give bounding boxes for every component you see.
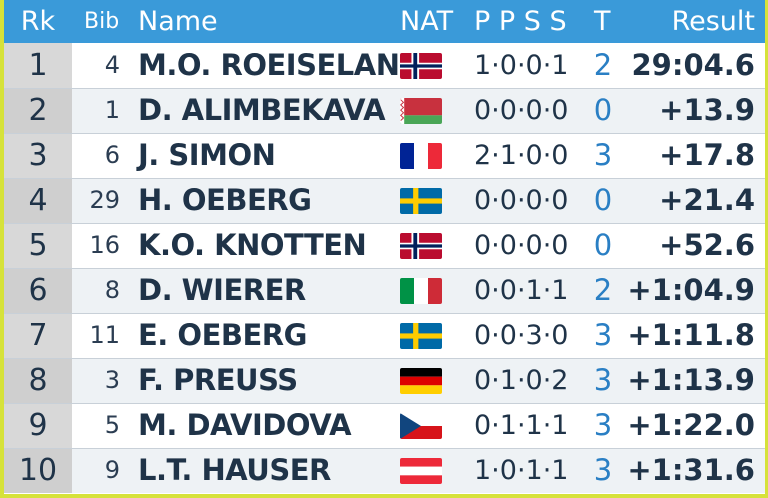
header-result: Result — [671, 6, 755, 37]
header-nat: NAT — [400, 6, 454, 37]
flag-swe-icon — [400, 323, 442, 349]
bib-cell: 4 — [104, 51, 120, 79]
table-row: 2 1 D. ALIMBEKAVA 0·0·0·0 0 +13.9 — [4, 88, 765, 133]
total-penalties-cell: 3 — [593, 363, 613, 397]
table-row: 8 3 F. PREUSS 0·1·0·2 3 +1:13.9 — [4, 358, 765, 403]
penalties-cell: 0·0·0·0 — [474, 185, 569, 216]
penalties-cell: 1·0·1·1 — [474, 455, 569, 486]
bib-cell: 29 — [89, 186, 120, 214]
row-divider — [4, 178, 765, 179]
table-row: 5 16 K.O. KNOTTEN 0·0·0·0 0 +52.6 — [4, 223, 765, 268]
bib-cell: 1 — [104, 96, 120, 124]
row-divider — [4, 133, 765, 134]
rank-cell: 9 — [4, 403, 72, 448]
flag-ger-icon — [400, 368, 442, 394]
table-row: 3 6 J. SIMON 2·1·0·0 3 +17.8 — [4, 133, 765, 178]
flag-swe-icon — [400, 188, 442, 214]
header-penalties: P P S S — [474, 6, 567, 37]
athlete-name: H. OEBERG — [138, 183, 312, 217]
results-board: Rk Bib Name NAT P P S S T Result 1 4 M.O. … — [4, 0, 765, 494]
total-penalties-cell: 3 — [593, 138, 613, 172]
bib-cell: 6 — [104, 141, 120, 169]
athlete-name: E. OEBERG — [138, 318, 307, 352]
penalties-cell: 1·0·0·1 — [474, 50, 569, 81]
athlete-name: K.O. KNOTTEN — [138, 228, 367, 262]
flag-blr-icon — [400, 98, 442, 124]
flag-nor-icon — [400, 233, 442, 259]
bib-cell: 16 — [89, 231, 120, 259]
penalties-cell: 0·0·1·1 — [474, 275, 569, 306]
total-penalties-cell: 2 — [593, 273, 613, 307]
bib-cell: 11 — [89, 321, 120, 349]
row-divider — [4, 223, 765, 224]
table-row: 1 4 M.O. ROEISELAND 1·0·0·1 2 29:04.6 — [4, 43, 765, 88]
table-header: Rk Bib Name NAT P P S S T Result — [4, 0, 765, 43]
header-name: Name — [138, 6, 218, 37]
result-cell: 29:04.6 — [631, 48, 755, 82]
row-divider — [4, 313, 765, 314]
athlete-name: J. SIMON — [138, 138, 276, 172]
penalties-cell: 0·0·0·0 — [474, 230, 569, 261]
result-cell: +1:13.9 — [627, 363, 755, 397]
result-cell: +1:04.9 — [627, 273, 755, 307]
result-cell: +13.9 — [659, 93, 755, 127]
row-divider — [4, 448, 765, 449]
total-penalties-cell: 3 — [593, 453, 613, 487]
row-divider — [4, 268, 765, 269]
result-cell: +52.6 — [659, 228, 755, 262]
athlete-name: D. WIERER — [138, 273, 306, 307]
header-rank: Rk — [20, 6, 56, 37]
flag-ita-icon — [400, 278, 442, 304]
total-penalties-cell: 2 — [593, 48, 613, 82]
bib-cell: 8 — [104, 276, 120, 304]
flag-aut-icon — [400, 458, 442, 484]
rank-cell: 4 — [4, 178, 72, 223]
penalties-cell: 0·1·1·1 — [474, 410, 569, 441]
rank-cell: 8 — [4, 358, 72, 403]
rank-cell: 5 — [4, 223, 72, 268]
row-divider — [4, 403, 765, 404]
result-cell: +17.8 — [659, 138, 755, 172]
table-row: 6 8 D. WIERER 0·0·1·1 2 +1:04.9 — [4, 268, 765, 313]
header-bib: Bib — [84, 9, 120, 34]
penalties-cell: 0·0·3·0 — [474, 320, 569, 351]
table-row: 9 5 M. DAVIDOVA 0·1·1·1 3 +1:22.0 — [4, 403, 765, 448]
rank-cell: 6 — [4, 268, 72, 313]
rank-cell: 2 — [4, 88, 72, 133]
penalties-cell: 2·1·0·0 — [474, 140, 569, 171]
header-total: T — [594, 6, 611, 37]
flag-cze-icon — [400, 413, 442, 439]
total-penalties-cell: 0 — [593, 183, 613, 217]
total-penalties-cell: 3 — [593, 318, 613, 352]
total-penalties-cell: 3 — [593, 408, 613, 442]
flag-nor-icon — [400, 53, 442, 79]
rank-cell: 1 — [4, 43, 72, 88]
flag-fra-icon — [400, 143, 442, 169]
table-row: 7 11 E. OEBERG 0·0·3·0 3 +1:11.8 — [4, 313, 765, 358]
row-divider — [4, 88, 765, 89]
total-penalties-cell: 0 — [593, 228, 613, 262]
athlete-name: M.O. ROEISELAND — [138, 48, 424, 82]
penalties-cell: 0·1·0·2 — [474, 365, 569, 396]
rank-cell: 3 — [4, 133, 72, 178]
athlete-name: F. PREUSS — [138, 363, 298, 397]
table-row: 4 29 H. OEBERG 0·0·0·0 0 +21.4 — [4, 178, 765, 223]
bib-cell: 9 — [104, 456, 120, 484]
athlete-name: M. DAVIDOVA — [138, 408, 352, 442]
rank-cell: 10 — [4, 448, 72, 493]
rank-cell: 7 — [4, 313, 72, 358]
result-cell: +21.4 — [659, 183, 755, 217]
result-cell: +1:31.6 — [627, 453, 755, 487]
athlete-name: L.T. HAUSER — [138, 453, 331, 487]
penalties-cell: 0·0·0·0 — [474, 95, 569, 126]
bib-cell: 3 — [104, 366, 120, 394]
athlete-name: D. ALIMBEKAVA — [138, 93, 386, 127]
table-row: 10 9 L.T. HAUSER 1·0·1·1 3 +1:31.6 — [4, 448, 765, 493]
result-cell: +1:11.8 — [627, 318, 755, 352]
bib-cell: 5 — [104, 411, 120, 439]
row-divider — [4, 358, 765, 359]
result-cell: +1:22.0 — [627, 408, 755, 442]
total-penalties-cell: 0 — [593, 93, 613, 127]
